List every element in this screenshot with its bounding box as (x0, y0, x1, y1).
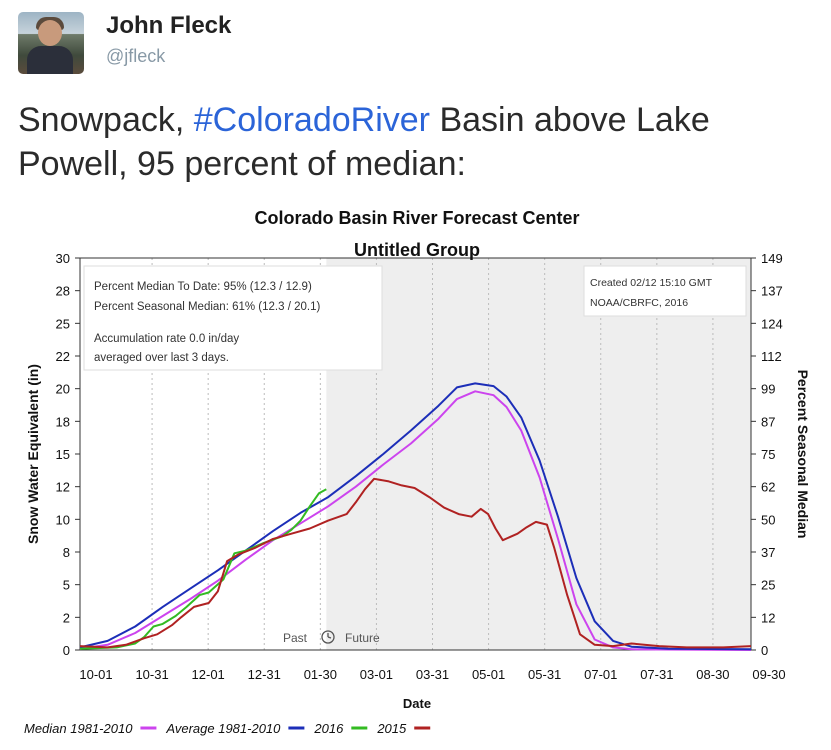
y-tick-label: 8 (63, 545, 70, 560)
y-tick-label: 2 (63, 610, 70, 625)
plot-frame (79, 257, 752, 651)
x-tick-label: 12-31 (248, 667, 281, 682)
info-box (83, 265, 383, 371)
created-line-1: Created 02/12 15:10 GMT (590, 277, 713, 289)
series-line-2015 (79, 477, 752, 649)
clock-icon (321, 630, 335, 644)
x-axis-label: Date (403, 696, 431, 711)
x-tick-label: 09-30 (752, 667, 785, 682)
past-label: Past (283, 631, 308, 645)
x-tick-label: 07-31 (640, 667, 673, 682)
x-tick-label: 12-01 (192, 667, 225, 682)
y-tick-label: 30 (56, 251, 70, 266)
x-tick-label: 01-30 (304, 667, 337, 682)
y2-tick-label: 62 (761, 480, 775, 495)
y-tick-label: 20 (56, 382, 70, 397)
x-tick-label: 10-01 (79, 667, 112, 682)
y2-tick-label: 87 (761, 414, 775, 429)
avatar[interactable] (18, 12, 84, 74)
tweet-header: John Fleck @jfleck (18, 12, 798, 76)
info-line-2: Percent Seasonal Median: 61% (12.3 / 20.… (94, 301, 320, 313)
y-tick-label: 28 (56, 284, 70, 299)
y-tick-label: 15 (56, 447, 70, 462)
y2-tick-label: 99 (761, 382, 775, 397)
series-line-median-1981-2010 (79, 390, 752, 651)
y-axis-label: Snow Water Equivalent (in) (25, 364, 41, 544)
y-tick-label: 18 (56, 414, 70, 429)
tweet-text-after: Basin above Lake Powell, 95 percent of m… (18, 101, 710, 183)
x-tick-label: 03-01 (360, 667, 393, 682)
x-tick-label: 10-31 (135, 667, 168, 682)
y2-tick-label: 149 (761, 251, 783, 266)
x-tick-label: 07-01 (584, 667, 617, 682)
y2-tick-label: 50 (761, 512, 775, 527)
series-line-average-1981-2010 (79, 382, 752, 651)
y-tick-label: 25 (56, 316, 70, 331)
series-line-2016 (79, 488, 327, 650)
x-tick-label: 03-31 (416, 667, 449, 682)
legend-label: Average 1981-2010 (165, 721, 281, 736)
created-line-2: NOAA/CBRFC, 2016 (590, 297, 688, 309)
y2-tick-label: 137 (761, 284, 783, 299)
legend-label: 2015 (376, 721, 407, 736)
y-tick-label: 12 (56, 480, 70, 495)
chart-image: 10-01 10-31 12-01 12-31 01-30 03-01 03-31 05-01… (0, 200, 831, 745)
y2-tick-label: 12 (761, 610, 775, 625)
chart-title: Colorado Basin River Forecast Center (254, 208, 579, 228)
legend-label: Median 1981-2010 (24, 721, 133, 736)
tweet-text-before: Snowpack, (18, 101, 194, 139)
y-tick-label: 5 (63, 578, 70, 593)
author-handle[interactable]: @jfleck (106, 46, 166, 66)
y2-axis-label: Percent Seasonal Median (795, 370, 811, 539)
y-tick-label: 0 (63, 643, 70, 658)
y2-tick-label: 37 (761, 545, 775, 560)
chart-subtitle: Untitled Group (354, 240, 480, 260)
hashtag-link[interactable]: #ColoradoRiver (193, 101, 430, 139)
y-tick-label: 10 (56, 512, 70, 527)
avatar-shirt (27, 46, 73, 74)
y2-tick-label: 0 (761, 643, 768, 658)
y2-tick-label: 124 (761, 316, 783, 331)
tweet-text: Snowpack, #ColoradoRiver Basin above Lak… (18, 98, 798, 186)
x-tick-label: 08-30 (696, 667, 729, 682)
y-tick-label: 22 (56, 349, 70, 364)
info-line-1: Percent Median To Date: 95% (12.3 / 12.9… (94, 281, 312, 293)
avatar-face (38, 20, 62, 46)
y2-tick-label: 75 (761, 447, 775, 462)
future-region (326, 258, 751, 650)
created-box (583, 265, 747, 317)
info-line-3: Accumulation rate 0.0 in/day (94, 333, 239, 345)
snowpack-chart: 10-01 10-31 12-01 12-31 01-30 03-01 03-31 05-01… (24, 208, 811, 736)
y2-tick-label: 25 (761, 578, 775, 593)
legend-label: 2016 (313, 721, 344, 736)
author-name[interactable]: John Fleck (106, 12, 232, 39)
y2-tick-label: 112 (761, 349, 782, 364)
x-tick-label: 05-01 (472, 667, 505, 682)
info-line-4: averaged over last 3 days. (94, 352, 229, 364)
future-label: Future (345, 631, 380, 645)
x-tick-label: 05-31 (528, 667, 561, 682)
